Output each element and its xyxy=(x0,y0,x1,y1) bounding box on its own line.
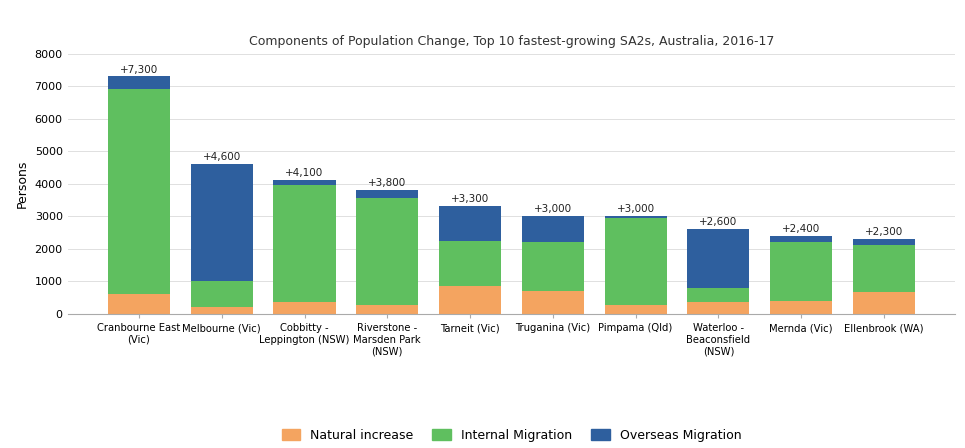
Text: +3,800: +3,800 xyxy=(369,178,406,188)
Bar xyxy=(356,190,418,198)
Text: +3,000: +3,000 xyxy=(617,204,654,214)
Bar xyxy=(522,242,584,291)
Y-axis label: Persons: Persons xyxy=(16,159,29,208)
Bar xyxy=(687,288,750,302)
Bar xyxy=(108,77,170,90)
Bar xyxy=(522,291,584,314)
Title: Components of Population Change, Top 10 fastest-growing SA2s, Australia, 2016-17: Components of Population Change, Top 10 … xyxy=(249,35,774,48)
Bar xyxy=(853,246,915,293)
Text: +7,300: +7,300 xyxy=(120,65,158,74)
Bar xyxy=(853,293,915,314)
Text: +3,300: +3,300 xyxy=(451,194,489,204)
Bar xyxy=(273,185,336,302)
Bar xyxy=(770,242,832,301)
Bar xyxy=(522,216,584,242)
Bar xyxy=(605,218,667,306)
Legend: Natural increase, Internal Migration, Overseas Migration: Natural increase, Internal Migration, Ov… xyxy=(282,429,741,442)
Text: +3,000: +3,000 xyxy=(534,204,572,214)
Bar xyxy=(356,198,418,306)
Bar xyxy=(605,216,667,218)
Text: +2,300: +2,300 xyxy=(865,227,903,237)
Bar xyxy=(687,302,750,314)
Bar xyxy=(687,229,750,288)
Bar xyxy=(439,207,501,241)
Bar xyxy=(356,306,418,314)
Text: +4,600: +4,600 xyxy=(203,152,241,162)
Bar xyxy=(191,281,253,307)
Bar xyxy=(439,241,501,286)
Bar xyxy=(770,236,832,242)
Bar xyxy=(273,181,336,185)
Text: +2,400: +2,400 xyxy=(782,224,820,234)
Bar xyxy=(273,302,336,314)
Bar xyxy=(439,286,501,314)
Text: +2,600: +2,600 xyxy=(700,217,737,227)
Text: +4,100: +4,100 xyxy=(286,168,323,178)
Bar xyxy=(853,239,915,246)
Bar xyxy=(770,301,832,314)
Bar xyxy=(191,307,253,314)
Bar xyxy=(191,164,253,281)
Bar xyxy=(605,306,667,314)
Bar xyxy=(108,294,170,314)
Bar xyxy=(108,90,170,294)
